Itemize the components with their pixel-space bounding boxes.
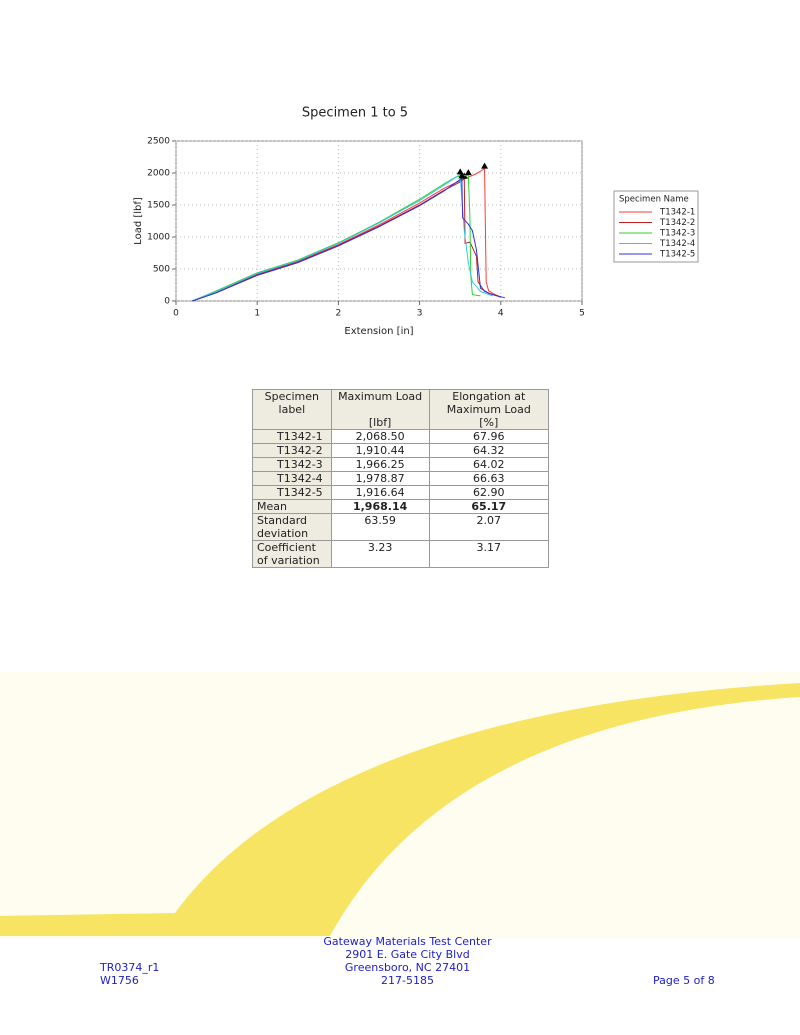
x-axis-label: Extension [in] [344,326,413,337]
series-line [192,174,481,302]
x-tick-label: 5 [579,309,585,319]
header-cell: Specimen label [252,389,332,430]
plot-area [175,140,583,302]
table-row: Coefficient of variation 3.23 3.17 [252,540,550,568]
header-label: Maximum Load [338,390,423,403]
y-tick-label: 500 [153,265,170,275]
chart: Specimen 1 to 5 Extension [in] Load [lbf… [133,106,699,337]
header-label: Elongation at Maximum Load [446,390,531,416]
table-cell: 64.02 [428,457,550,472]
legend-label: T1342-5 [659,250,695,260]
table-row: T1342-1 2,068.50 67.96 [252,429,550,444]
y-tick-label: 0 [164,297,170,307]
x-tick-label: 4 [498,309,504,319]
table-cell: 1,968.14 [330,499,430,514]
table-cell: Mean [252,499,332,514]
table-cell: 2.07 [428,513,550,541]
chart-title: Specimen 1 to 5 [302,106,408,121]
table-cell: 2,068.50 [330,429,430,444]
y-tick-label: 2500 [147,137,170,147]
table-row: Mean 1,968.14 65.17 [252,499,550,514]
table-cell: T1342-1 [252,429,332,444]
table-cell: 1,966.25 [330,457,430,472]
table-cell: T1342-5 [252,485,332,500]
table-row: T1342-5 1,916.64 62.90 [252,485,550,500]
table-cell: 3.23 [330,540,430,568]
table-cell: 1,978.87 [330,471,430,486]
header-label: Specimen label [264,390,319,416]
header-cell: Elongation at Maximum Load [%] [428,389,550,430]
max-load-marker [481,162,489,169]
footer-left: TR0374_r1 W1756 [100,961,159,987]
legend-label: T1342-4 [659,239,695,249]
footer-text: Greensboro, NC 27401 [344,961,471,974]
table-cell: T1342-3 [252,457,332,472]
table-cell: 65.17 [428,499,550,514]
x-tick-label: 0 [173,309,179,319]
legend-title: Specimen Name [619,195,689,205]
legend-label: T1342-3 [659,229,695,239]
table-cell: 66.63 [428,471,550,486]
table-cell: Standard deviation [252,513,332,541]
x-tick-label: 1 [254,309,260,319]
table-cell: T1342-2 [252,443,332,458]
footer-right: Page 5 of 8 [653,974,715,987]
footer-text: W1756 [100,974,139,987]
header-unit: [lbf] [368,416,392,429]
header-row: Specimen label Maximum Load [lbf] Elongatio… [252,389,550,430]
y-tick-label: 2000 [147,169,170,179]
table-cell: T1342-4 [252,471,332,486]
footer-text: Gateway Materials Test Center [323,935,492,948]
x-tick-label: 3 [417,309,423,319]
table-cell: 64.32 [428,443,550,458]
table-cell: 67.96 [428,429,550,444]
swoosh [0,683,800,936]
x-tick-label: 2 [336,309,342,319]
table-cell: 63.59 [330,513,430,541]
legend-box [613,190,699,263]
table-row: T1342-3 1,966.25 64.02 [252,457,550,472]
header-cell: Maximum Load [lbf] [330,389,430,430]
footer-center: Gateway Materials Test Center 2901 E. Ga… [300,935,515,987]
max-load-marker [464,169,472,176]
y-tick-label: 1000 [147,233,170,243]
footer-text: TR0374_r1 [100,961,160,974]
table-cell: 1,910.44 [330,443,430,458]
series-line [192,177,505,302]
footer-text: 2901 E. Gate City Blvd [345,948,470,961]
header-unit: [%] [479,416,499,429]
table-row: T1342-4 1,978.87 66.63 [252,471,550,486]
table-cell: 3.17 [428,540,550,568]
table-cell: 62.90 [428,485,550,500]
series-line [192,173,493,302]
max-load-marker [458,172,466,179]
table-cell: 1,916.64 [330,485,430,500]
legend-label: T1342-2 [659,218,695,228]
table-row: T1342-2 1,910.44 64.32 [252,443,550,458]
y-axis-label: Load [lbf] [133,197,144,245]
series-line [192,167,502,302]
legend-label: T1342-1 [659,208,695,218]
table-cell: Coefficient of variation [252,540,332,568]
y-tick-label: 1500 [147,201,170,211]
results-table: Specimen label Maximum Load [lbf] Elongatio… [252,389,550,568]
table-row: Standard deviation 63.59 2.07 [252,513,550,541]
footer-text: 217-5185 [381,974,434,987]
